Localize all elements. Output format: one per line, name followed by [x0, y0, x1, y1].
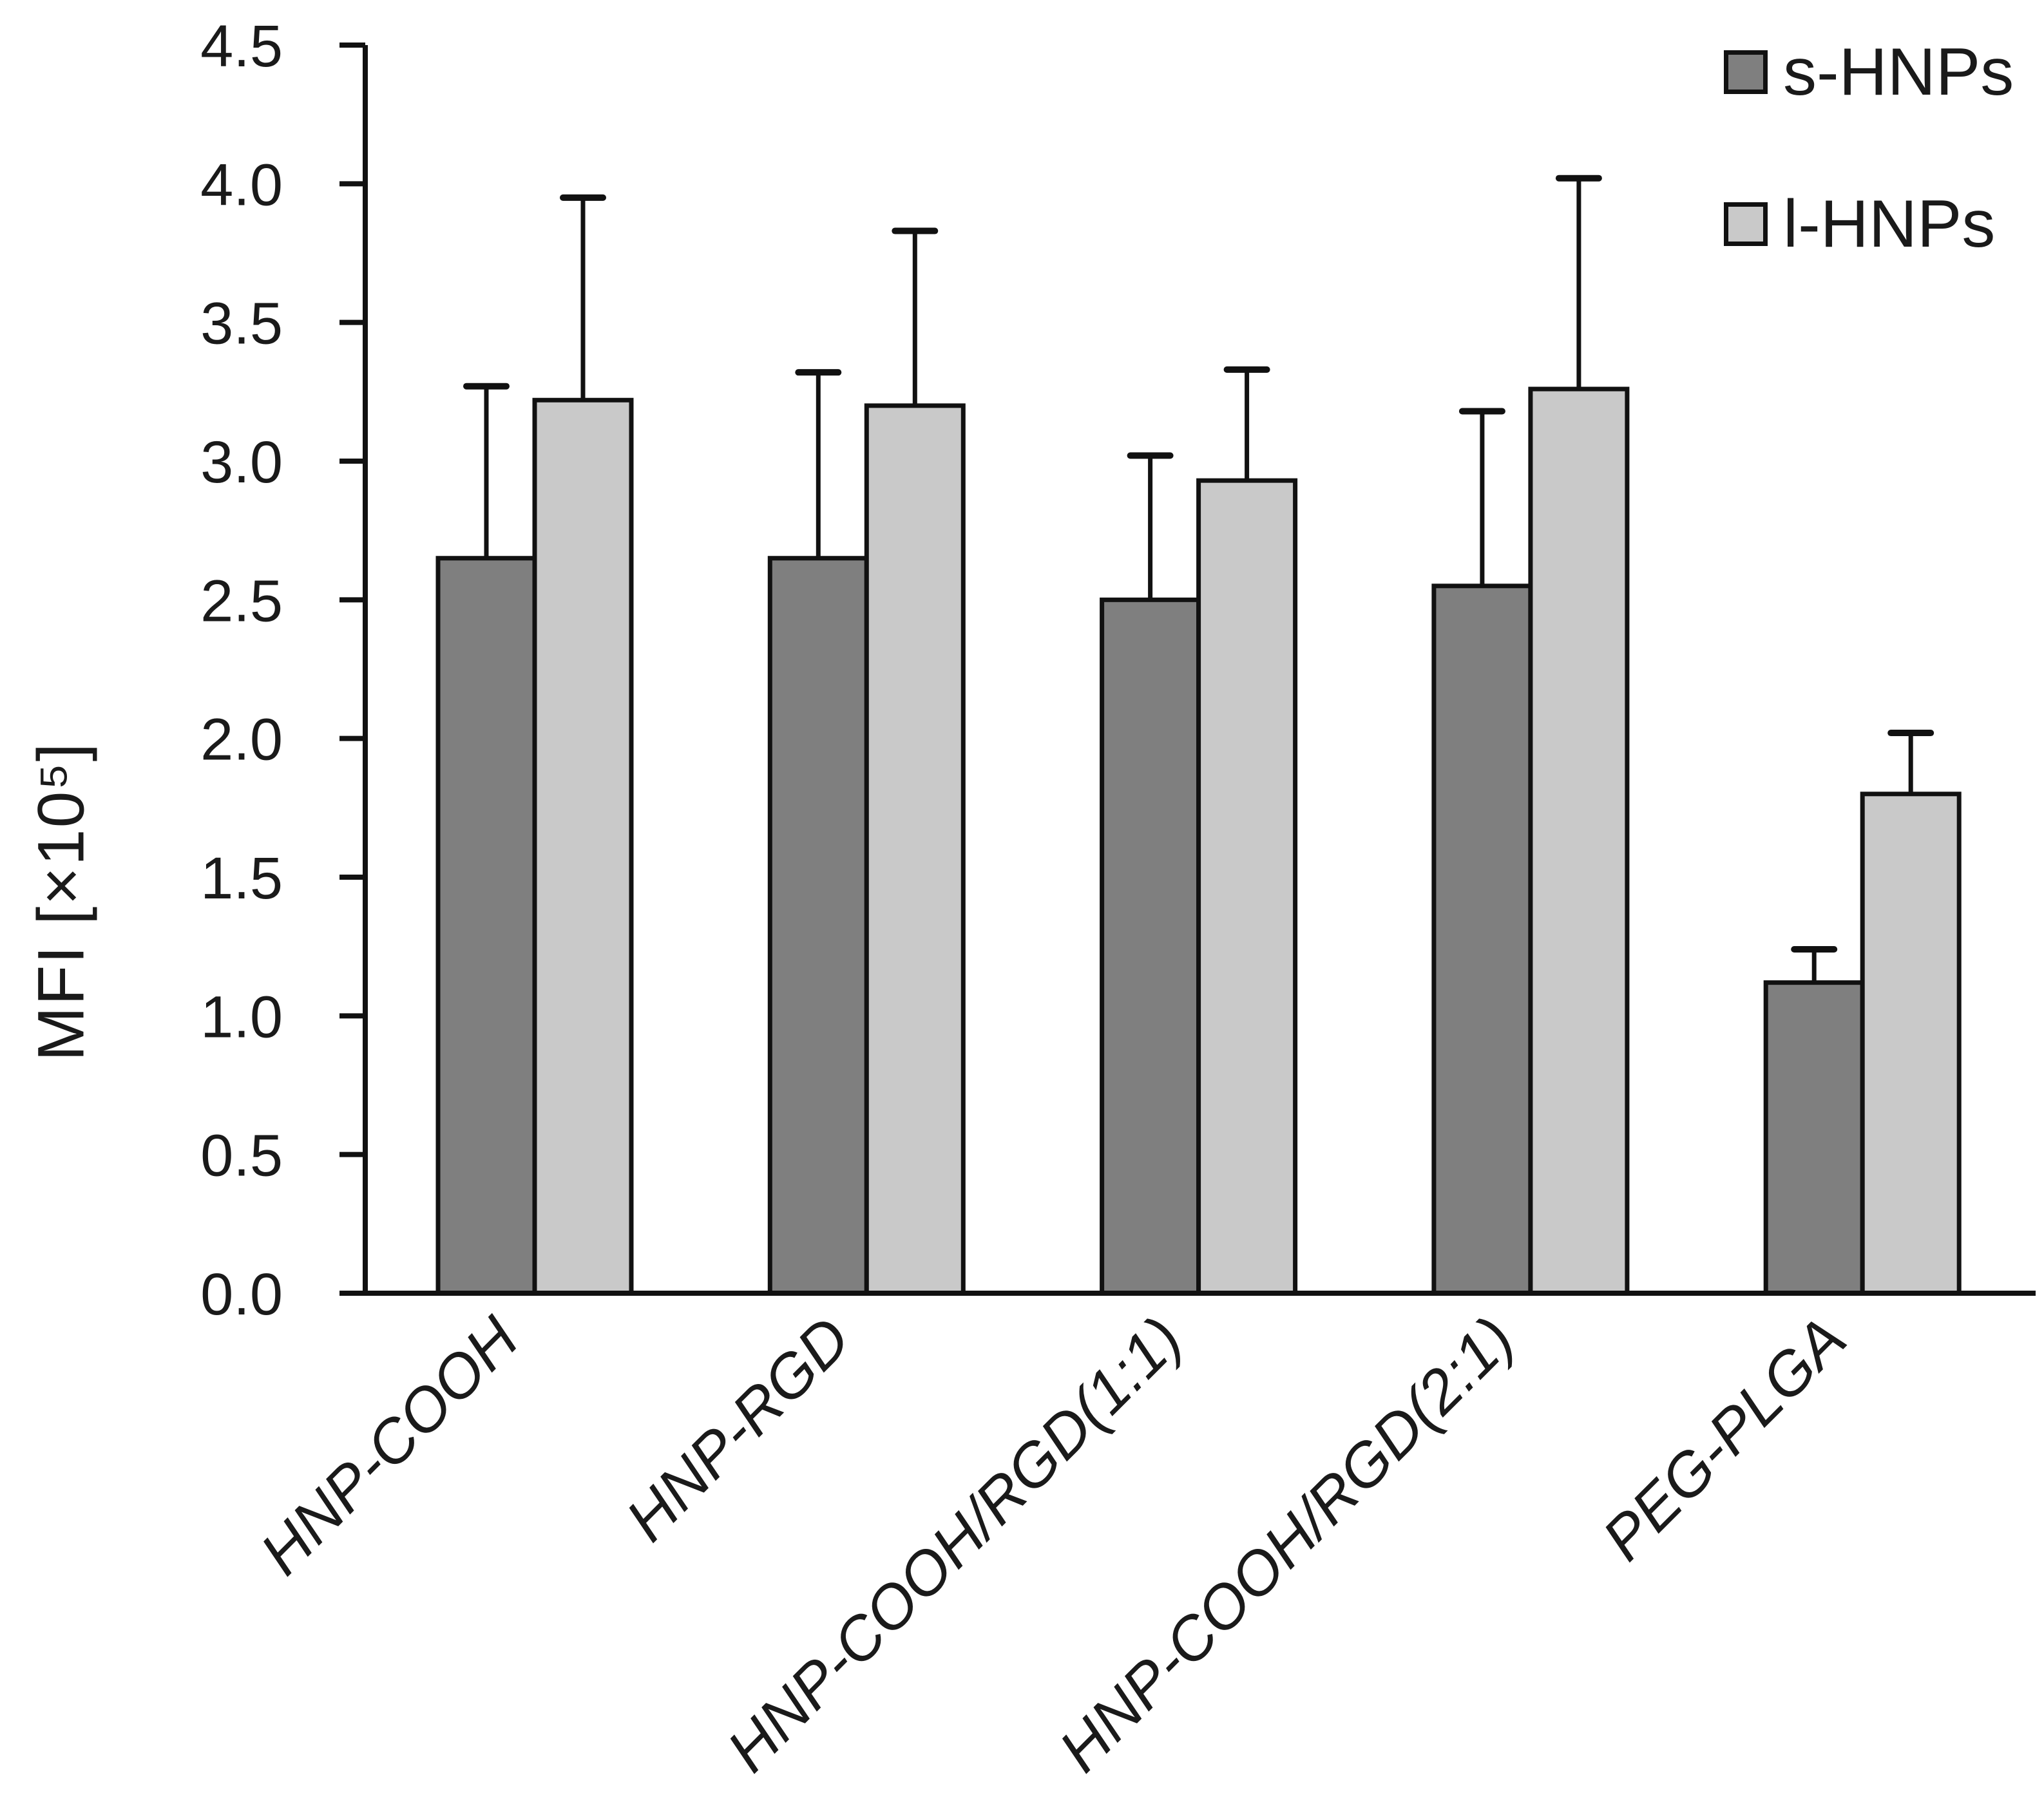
bar [1431, 583, 1533, 1296]
y-tick-label: 2.0 [200, 707, 283, 773]
y-tick-label: 3.0 [200, 430, 283, 495]
legend-swatch-s-hnps-icon [1724, 50, 1768, 94]
y-tick-label: 1.5 [200, 846, 283, 911]
x-category-label: HNP-RGD [613, 1304, 863, 1554]
bar [1860, 792, 1962, 1296]
y-tick-label: 4.0 [200, 152, 283, 218]
x-category-label: HNP-COOH [247, 1304, 531, 1588]
y-tick-label: 4.5 [200, 14, 283, 79]
x-category-label: PEG-PLGA [1590, 1304, 1859, 1573]
legend-label-l-hnps: l-HNPs [1783, 187, 1996, 261]
y-tick-label: 2.5 [200, 568, 283, 634]
bar [435, 556, 537, 1296]
bar [1100, 597, 1201, 1296]
bar [864, 403, 966, 1296]
bar [767, 556, 869, 1296]
legend: s-HNPs l-HNPs [1724, 39, 2014, 258]
y-axis-title: MFI [×10⁵] [24, 742, 98, 1061]
legend-label-s-hnps: s-HNPs [1783, 35, 2014, 109]
legend-item-l-hnps: l-HNPs [1724, 191, 2014, 258]
bar [1763, 980, 1865, 1296]
y-tick-label: 1.0 [200, 984, 283, 1050]
legend-item-s-hnps: s-HNPs [1724, 39, 2014, 106]
bar [532, 397, 634, 1296]
y-tick-label: 3.5 [200, 291, 283, 357]
bar [1528, 386, 1630, 1296]
y-tick-label: 0.5 [200, 1123, 283, 1189]
bar [1196, 478, 1298, 1296]
y-tick-label: 0.0 [200, 1262, 283, 1327]
legend-swatch-l-hnps-icon [1724, 202, 1768, 246]
